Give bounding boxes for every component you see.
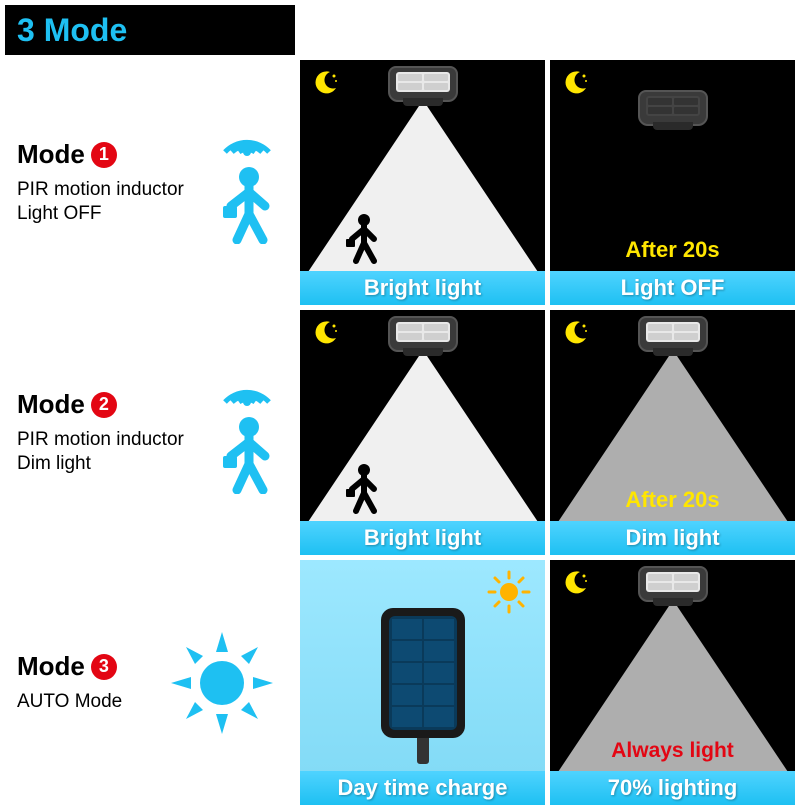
person-icon bbox=[217, 166, 277, 244]
moon-icon bbox=[562, 320, 588, 346]
mode1-panel-right: After 20s Light OFF bbox=[550, 60, 795, 305]
wifi-icon bbox=[220, 122, 274, 158]
mode2-panel-left: Bright light bbox=[300, 310, 545, 555]
mode3-right-overlay: Always light bbox=[550, 739, 795, 763]
mode2-right-overlay: After 20s bbox=[550, 487, 795, 513]
sun-icon bbox=[167, 628, 277, 738]
mode2-right-caption: Dim light bbox=[550, 521, 795, 555]
mode1-icons bbox=[217, 122, 277, 244]
moon-icon bbox=[562, 70, 588, 96]
walker-icon bbox=[342, 213, 382, 265]
mode2-number-badge: 2 bbox=[91, 392, 117, 418]
mode2-left-caption: Bright light bbox=[300, 521, 545, 555]
mode2-label: Mode bbox=[17, 389, 85, 420]
mode3-description: Mode 3 AUTO Mode bbox=[5, 560, 295, 805]
lamp-icon bbox=[384, 316, 462, 362]
walker-icon bbox=[342, 463, 382, 515]
moon-icon bbox=[562, 570, 588, 596]
mode3-icons bbox=[167, 628, 277, 738]
mode1-right-overlay: After 20s bbox=[550, 237, 795, 263]
lamp-icon bbox=[384, 66, 462, 112]
mode1-description: Mode 1 PIR motion inductor Light OFF bbox=[5, 60, 295, 305]
moon-icon bbox=[312, 70, 338, 96]
mode2-description: Mode 2 PIR motion inductor Dim light bbox=[5, 310, 295, 555]
lamp-off-icon bbox=[634, 90, 712, 136]
mode2-icons bbox=[217, 372, 277, 494]
spacer bbox=[300, 5, 795, 55]
mode1-right-caption: Light OFF bbox=[550, 271, 795, 305]
mode1-left-caption: Bright light bbox=[300, 271, 545, 305]
mode1-panel-left: Bright light bbox=[300, 60, 545, 305]
wifi-icon bbox=[220, 372, 274, 408]
lamp-icon bbox=[634, 566, 712, 612]
mode3-number-badge: 3 bbox=[91, 654, 117, 680]
mode3-panel-right: Always light 70% lighting bbox=[550, 560, 795, 805]
header-title: 3 Mode bbox=[5, 5, 295, 55]
solar-panel-icon bbox=[381, 608, 465, 764]
mode2-panel-right: After 20s Dim light bbox=[550, 310, 795, 555]
mode1-label: Mode bbox=[17, 139, 85, 170]
sun-icon bbox=[487, 570, 531, 614]
mode1-number-badge: 1 bbox=[91, 142, 117, 168]
person-icon bbox=[217, 416, 277, 494]
lamp-icon bbox=[634, 316, 712, 362]
mode3-label: Mode bbox=[17, 651, 85, 682]
mode3-panel-left: Day time charge bbox=[300, 560, 545, 805]
moon-icon bbox=[312, 320, 338, 346]
